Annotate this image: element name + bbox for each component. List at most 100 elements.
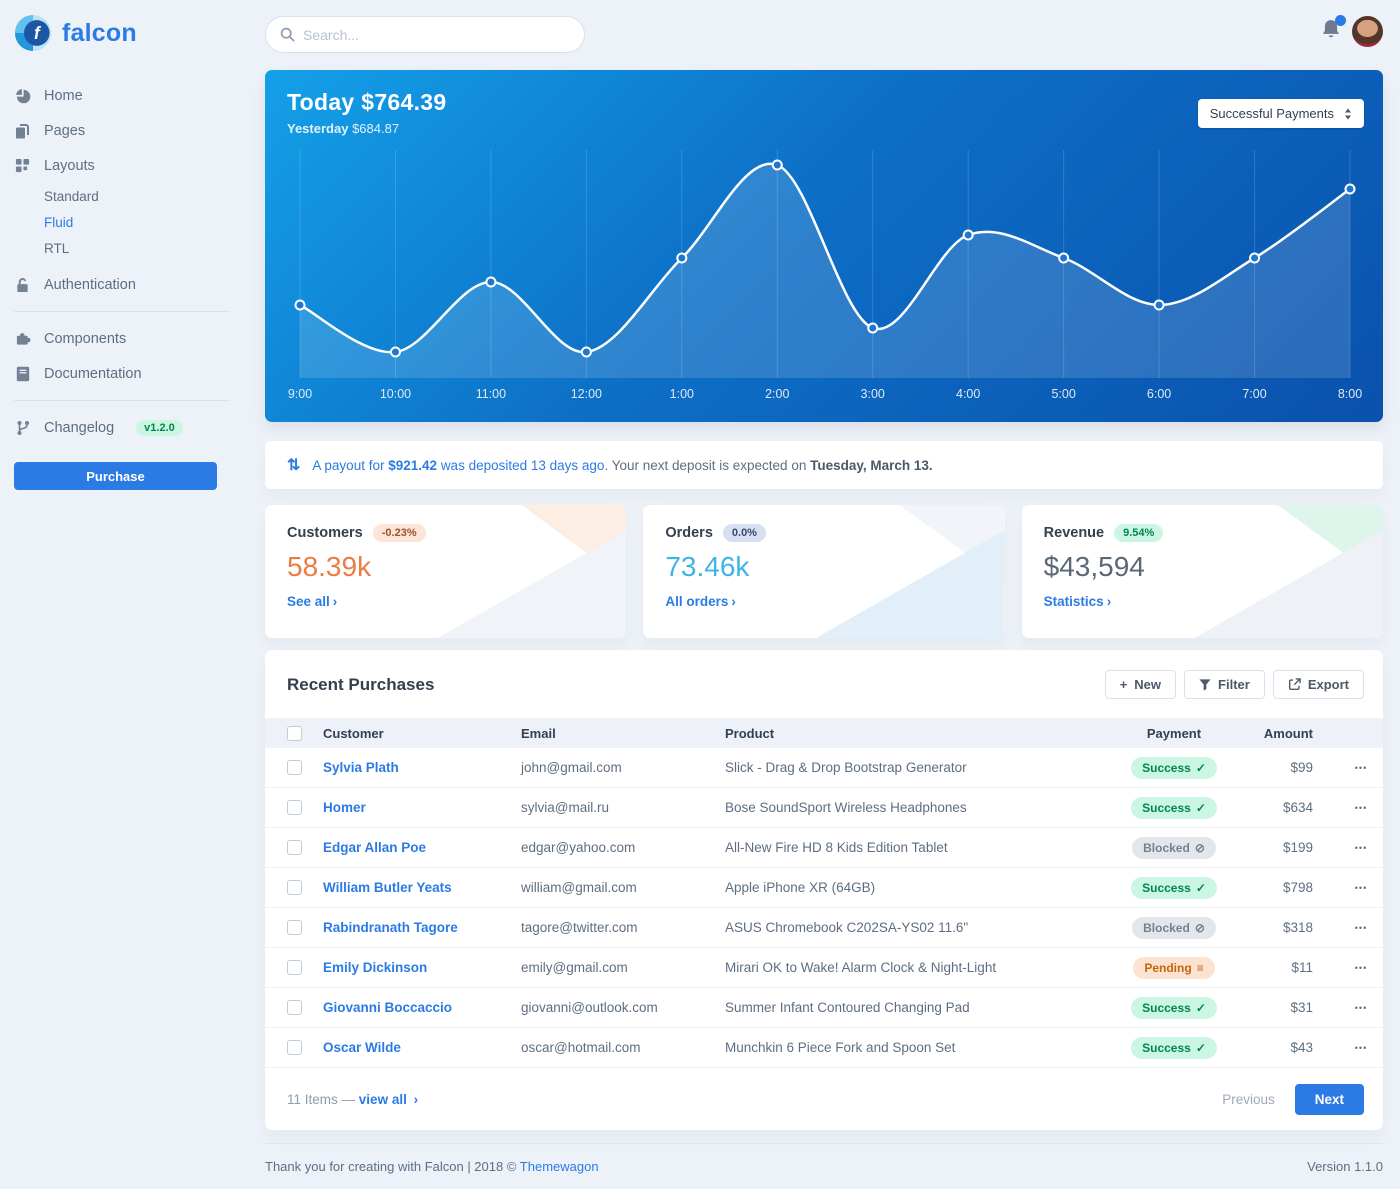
sidebar-item-standard[interactable]: Standard bbox=[14, 183, 234, 209]
chart-point[interactable] bbox=[389, 346, 401, 358]
payout-muted: . Your next deposit is expected on bbox=[604, 457, 811, 473]
previous-button[interactable]: Previous bbox=[1222, 1092, 1275, 1107]
row-checkbox[interactable] bbox=[287, 920, 302, 935]
row-checkbox[interactable] bbox=[287, 960, 302, 975]
customer-link[interactable]: Sylvia Plath bbox=[323, 760, 399, 775]
row-actions-button[interactable]: ••• bbox=[1351, 999, 1371, 1017]
next-button[interactable]: Next bbox=[1294, 1084, 1364, 1115]
chart-point[interactable] bbox=[1058, 252, 1070, 264]
chart-point[interactable] bbox=[676, 252, 688, 264]
chart-x-label: 5:00 bbox=[1051, 387, 1075, 401]
grid-icon bbox=[14, 158, 31, 173]
chart-point[interactable] bbox=[1153, 299, 1165, 311]
column-header-customer[interactable]: Customer bbox=[323, 725, 384, 741]
customer-link[interactable]: William Butler Yeats bbox=[323, 880, 452, 895]
chart-point[interactable] bbox=[580, 346, 592, 358]
payout-notice[interactable]: ⇅ A payout for $921.42 was deposited 13 … bbox=[265, 441, 1383, 489]
chart-point[interactable] bbox=[1344, 183, 1356, 195]
customer-link[interactable]: Edgar Allan Poe bbox=[323, 840, 427, 855]
chart-x-label: 12:00 bbox=[571, 387, 602, 401]
sidebar-item-pages[interactable]: Pages bbox=[14, 113, 234, 148]
column-header-product[interactable]: Product bbox=[725, 725, 775, 741]
sidebar-item-rtl[interactable]: RTL bbox=[14, 235, 234, 261]
customer-email: william@gmail.com bbox=[521, 880, 637, 895]
check-icon: ✓ bbox=[1195, 1040, 1206, 1055]
new-button[interactable]: + New bbox=[1104, 670, 1177, 699]
row-actions-button[interactable]: ••• bbox=[1351, 1039, 1371, 1057]
avatar[interactable] bbox=[1352, 16, 1383, 47]
product-name: ASUS Chromebook C202SA-YS02 11.6" bbox=[725, 920, 969, 935]
notifications-button[interactable] bbox=[1320, 15, 1346, 44]
brand-logo[interactable]: f falcon bbox=[14, 14, 234, 52]
chart-point[interactable] bbox=[294, 299, 306, 311]
sidebar-item-components[interactable]: Components bbox=[14, 321, 234, 356]
row-actions-button[interactable]: ••• bbox=[1351, 879, 1371, 897]
column-header-payment[interactable]: Payment bbox=[1146, 725, 1202, 741]
view-all-link[interactable]: view all › bbox=[359, 1092, 418, 1107]
purchase-amount: $11 bbox=[1291, 960, 1313, 975]
customer-link[interactable]: Rabindranath Tagore bbox=[323, 920, 458, 935]
row-actions-button[interactable]: ••• bbox=[1351, 959, 1371, 977]
revenue-card: Revenue 9.54% $43,594 Statistics › bbox=[1021, 505, 1383, 638]
search-input[interactable] bbox=[303, 26, 570, 43]
sidebar-item-documentation[interactable]: Documentation bbox=[14, 356, 234, 391]
sidebar-subitem-label: Standard bbox=[44, 188, 99, 204]
chart-x-label: 10:00 bbox=[380, 387, 411, 401]
purchase-amount: $318 bbox=[1282, 920, 1313, 935]
customer-link[interactable]: Giovanni Boccaccio bbox=[323, 1000, 453, 1015]
select-all-checkbox[interactable] bbox=[287, 725, 302, 741]
sidebar-item-authentication[interactable]: Authentication bbox=[14, 267, 234, 302]
product-name: Summer Infant Contoured Changing Pad bbox=[725, 1000, 970, 1015]
purchase-amount: $99 bbox=[1290, 760, 1313, 775]
sidebar-subitem-label: Fluid bbox=[44, 214, 74, 230]
export-button[interactable]: Export bbox=[1272, 670, 1364, 699]
customer-link[interactable]: Emily Dickinson bbox=[323, 960, 428, 975]
chart-x-label: 3:00 bbox=[861, 387, 885, 401]
chart-point[interactable] bbox=[1249, 252, 1261, 264]
column-header-amount[interactable]: Amount bbox=[1263, 725, 1313, 741]
sidebar-divider bbox=[14, 400, 230, 401]
row-actions-button[interactable]: ••• bbox=[1351, 839, 1371, 857]
yesterday-value: $684.87 bbox=[352, 121, 400, 136]
chart-point[interactable] bbox=[962, 229, 974, 241]
row-actions-button[interactable]: ••• bbox=[1351, 799, 1371, 817]
payments-filter-select[interactable]: Successful Payments bbox=[1197, 99, 1364, 128]
chart-point[interactable] bbox=[485, 276, 497, 288]
customer-email: oscar@hotmail.com bbox=[521, 1040, 641, 1055]
payments-chart: 9:00 10:00 11:00 12:00 1:00 2:00 3:00 4:00 5:00 6… bbox=[288, 150, 1362, 401]
row-checkbox[interactable] bbox=[287, 760, 302, 775]
sidebar-item-changelog[interactable]: Changelog v1.2.0 bbox=[14, 410, 234, 445]
unlock-icon bbox=[14, 277, 31, 293]
customer-link[interactable]: Oscar Wilde bbox=[323, 1040, 401, 1055]
filter-button[interactable]: Filter bbox=[1184, 670, 1265, 699]
table-row: Homer sylvia@mail.ru Bose SoundSport Wirel… bbox=[265, 788, 1383, 828]
sidebar-item-layouts[interactable]: Layouts bbox=[14, 148, 234, 183]
customer-email: giovanni@outlook.com bbox=[521, 1000, 658, 1015]
statistics-link[interactable]: Statistics › bbox=[1044, 594, 1112, 609]
payment-status-badge: Success ✓ bbox=[1131, 1036, 1217, 1059]
sidebar-item-home[interactable]: Home bbox=[14, 78, 234, 113]
chart-point[interactable] bbox=[771, 159, 783, 171]
row-checkbox[interactable] bbox=[287, 880, 302, 895]
chart-point[interactable] bbox=[867, 322, 879, 334]
column-header-email[interactable]: Email bbox=[521, 725, 556, 741]
yesterday-label: Yesterday bbox=[287, 121, 349, 136]
row-checkbox[interactable] bbox=[287, 1040, 302, 1055]
row-checkbox[interactable] bbox=[287, 800, 302, 815]
stat-value: 58.39k bbox=[287, 551, 372, 582]
themewagon-link[interactable]: Themewagon bbox=[519, 1159, 599, 1174]
all-orders-link[interactable]: All orders › bbox=[665, 594, 736, 609]
sidebar-item-fluid[interactable]: Fluid bbox=[14, 209, 234, 235]
row-actions-button[interactable]: ••• bbox=[1351, 919, 1371, 937]
product-name: Apple iPhone XR (64GB) bbox=[725, 880, 876, 895]
see-all-link[interactable]: See all › bbox=[287, 594, 337, 609]
stat-link-label: All orders bbox=[665, 594, 729, 609]
purchase-button[interactable]: Purchase bbox=[14, 462, 217, 490]
row-checkbox[interactable] bbox=[287, 1000, 302, 1015]
sidebar: f falcon Home Pages Layouts Standard Flu… bbox=[0, 0, 248, 1189]
customer-link[interactable]: Homer bbox=[323, 800, 366, 815]
stat-title: Customers bbox=[287, 525, 363, 541]
row-checkbox[interactable] bbox=[287, 840, 302, 855]
row-actions-button[interactable]: ••• bbox=[1351, 759, 1371, 777]
exchange-arrows-icon: ⇅ bbox=[287, 457, 301, 474]
